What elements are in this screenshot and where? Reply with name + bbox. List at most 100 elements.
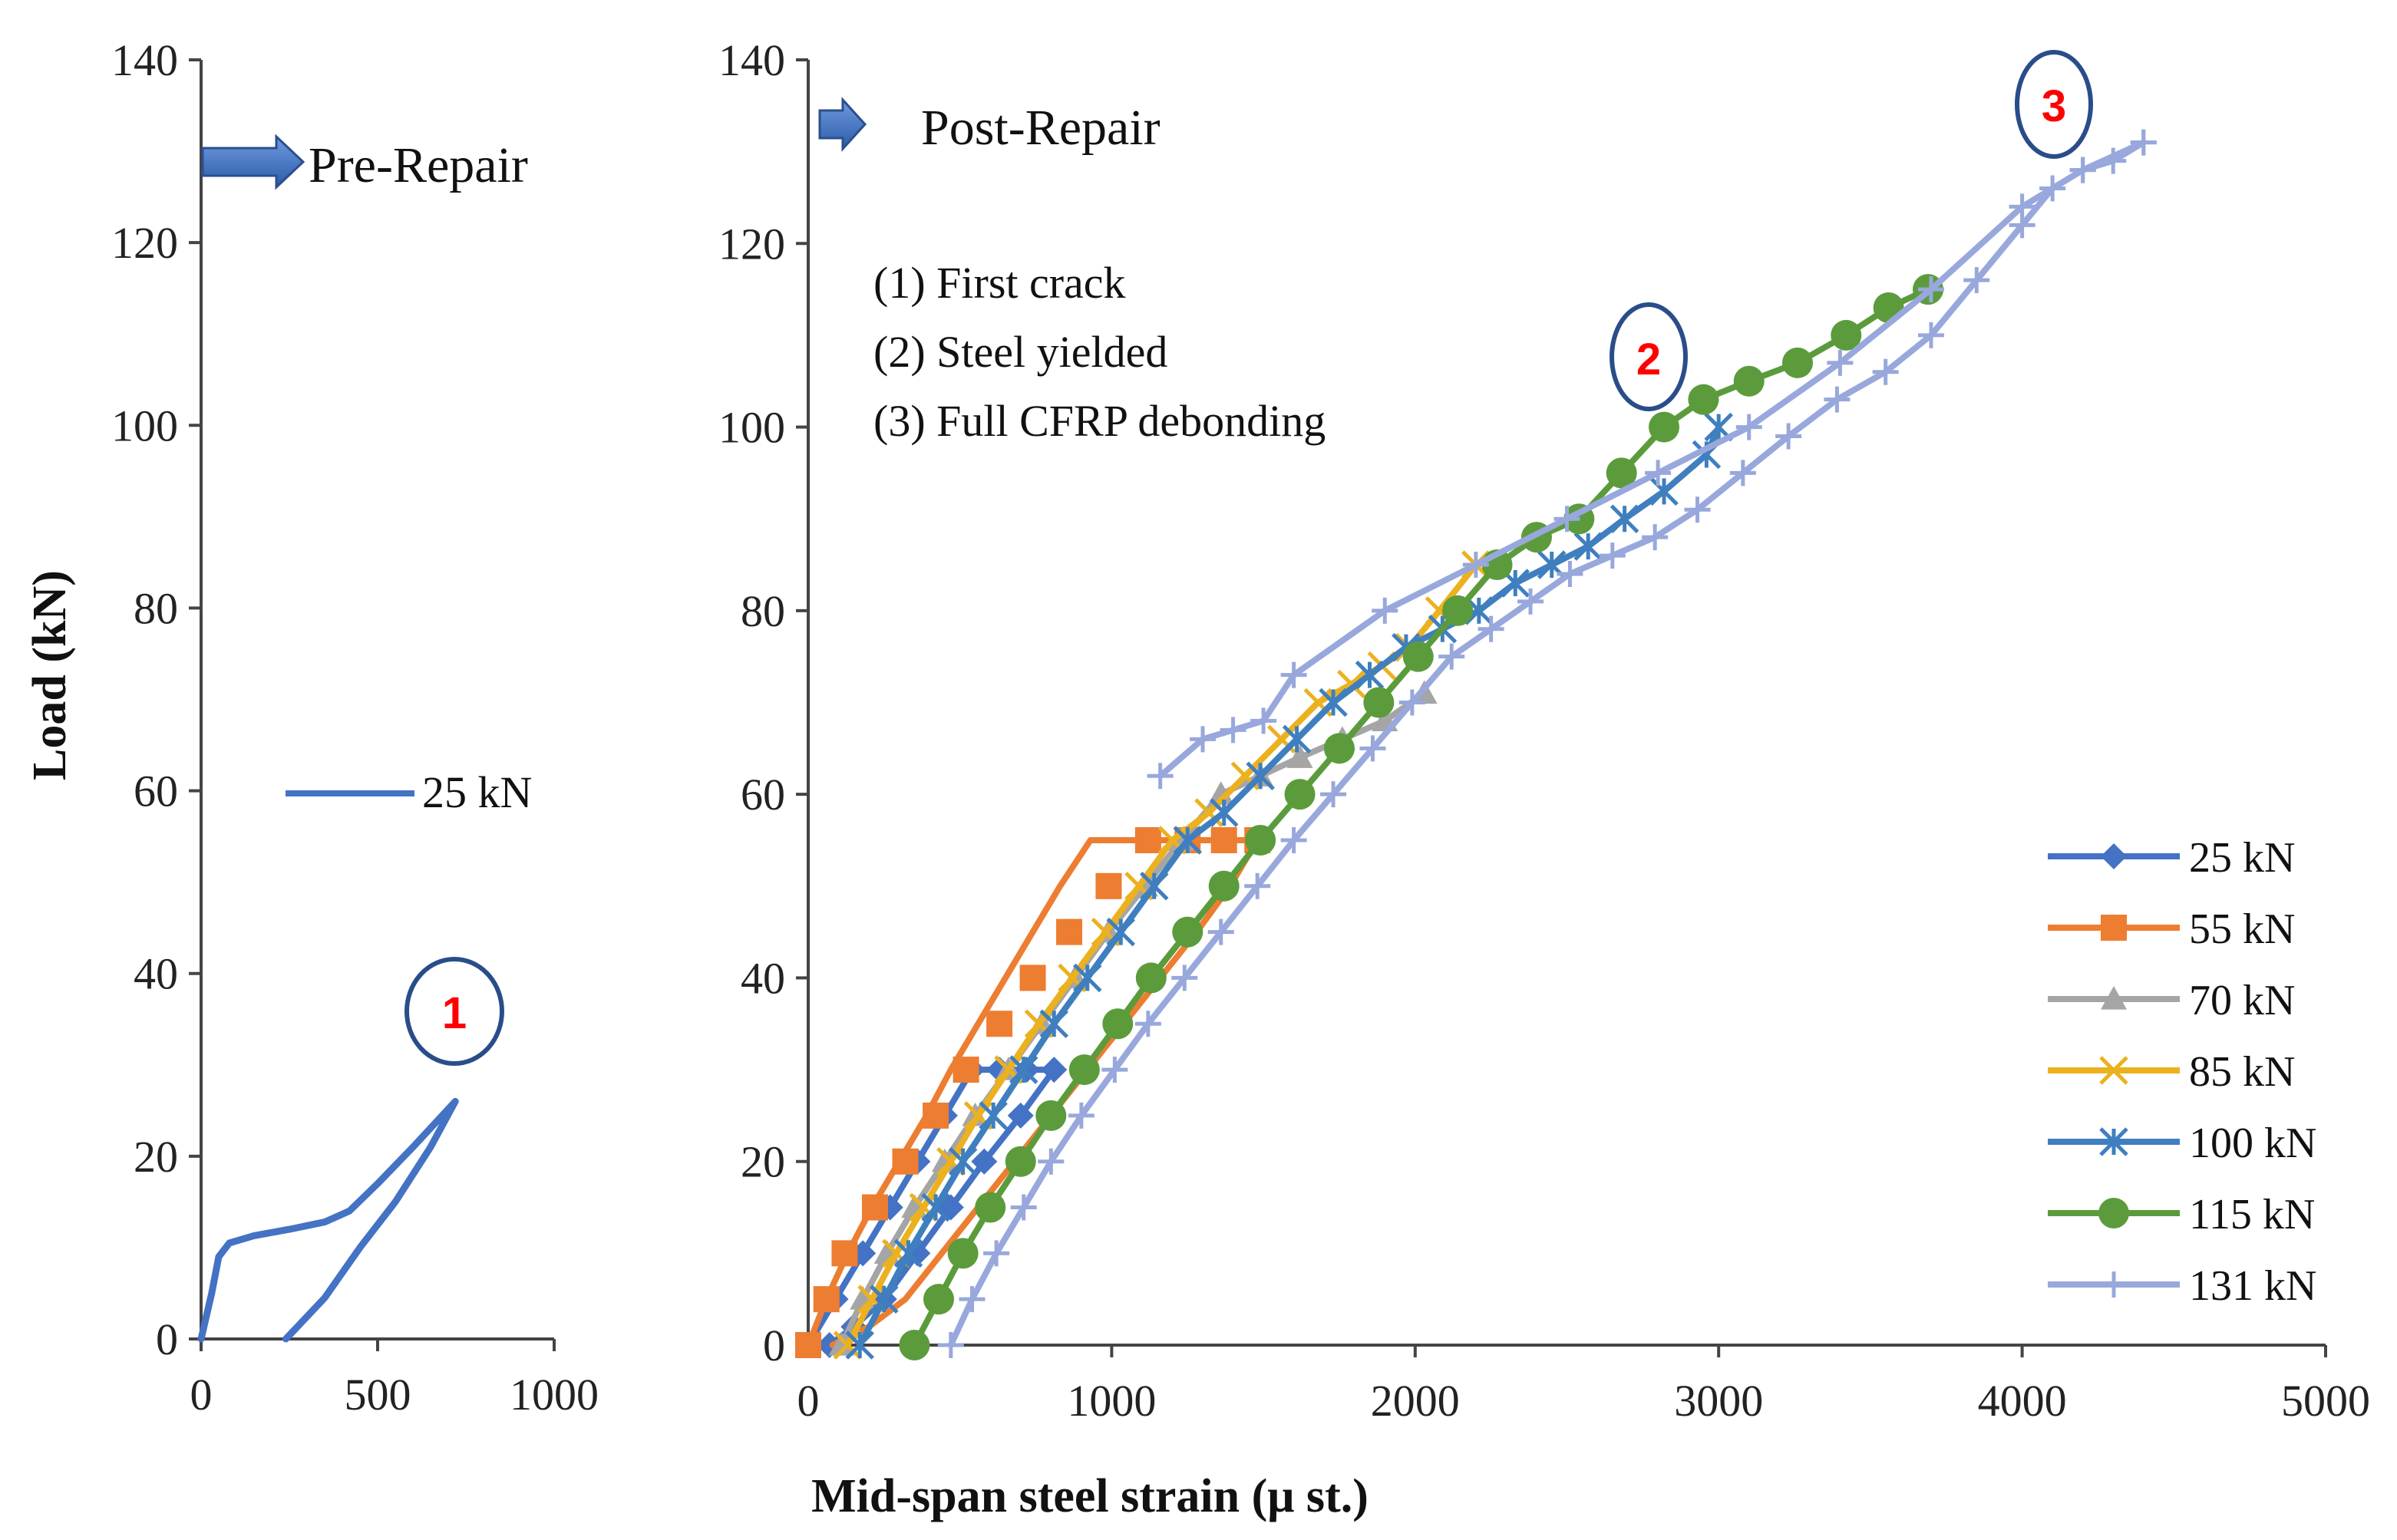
data-point-55kN (1210, 826, 1237, 853)
data-point-115kN (1284, 779, 1316, 810)
legend-label-100kN: 100 kN (2189, 1120, 2316, 1167)
pre-y-tick-label: 120 (111, 218, 178, 268)
pre-legend-label: 25 kN (422, 767, 532, 817)
data-point-25kN (1007, 1102, 1034, 1129)
data-point-131kN (1775, 423, 1802, 450)
data-point-115kN (947, 1238, 979, 1269)
pre-repair-panel: 0 20 40 60 80 100 120 140 0 500 1000 Pre-Repair 2… (24, 35, 599, 1420)
post-y-tick-label: 20 (741, 1137, 785, 1187)
data-point-131kN (1557, 561, 1583, 587)
pre-x-tick-label: 0 (190, 1370, 213, 1420)
data-point-131kN (1599, 542, 1626, 569)
pre-y-tick-label: 100 (111, 401, 178, 450)
pre-y-tick-label: 140 (111, 35, 178, 85)
post-repair-panel: 0 20 40 60 80 100 120 140 0 1000 2000 3000 4000 5000… (718, 35, 2370, 1522)
legend-marker-131kN (2101, 1271, 2127, 1298)
data-point-115kN (975, 1192, 1006, 1223)
data-point-131kN (1320, 781, 1347, 808)
data-point-115kN (1782, 347, 1814, 378)
legend-marker-115kN (2098, 1198, 2129, 1228)
legend-marker-100kN (2099, 1127, 2128, 1156)
data-point-131kN (1250, 707, 1277, 734)
legend-marker-85kN (2099, 1056, 2128, 1085)
data-point-131kN (1553, 506, 1580, 533)
data-point-131kN (1517, 588, 1544, 615)
data-point-100kN (1009, 1055, 1038, 1084)
x-axis-title: Mid-span steel strain (μ st.) (811, 1470, 1369, 1522)
pre-y-ticks: 0 20 40 60 80 100 120 140 (111, 35, 201, 1364)
data-point-100kN (948, 1146, 978, 1176)
data-point-131kN (1359, 735, 1386, 762)
pre-y-tick-label: 20 (134, 1132, 178, 1182)
data-point-100kN (1282, 724, 1312, 754)
data-point-115kN (1068, 1054, 1100, 1086)
data-point-115kN (1442, 595, 1474, 626)
data-point-131kN (2069, 157, 2096, 183)
data-point-100kN (1355, 660, 1385, 690)
post-y-tick-label: 40 (741, 953, 785, 1003)
post-y-tick-label: 140 (718, 35, 785, 85)
data-point-115kN (1363, 687, 1395, 718)
pre-y-tick-label: 0 (156, 1314, 178, 1364)
pre-series-line-25kN (197, 1097, 459, 1343)
data-point-100kN (921, 1192, 950, 1222)
data-point-131kN (1372, 597, 1398, 624)
data-point-131kN (1220, 717, 1246, 744)
data-point-100kN (1573, 532, 1603, 561)
series-115kN (899, 274, 1944, 1360)
data-point-131kN (1917, 322, 1944, 348)
pre-x-ticks: 0 500 1000 (190, 1339, 599, 1420)
data-point-55kN (986, 1011, 1013, 1037)
pre-repair-label: Pre-Repair (309, 137, 528, 193)
series-100kN (845, 412, 1733, 1360)
legend-label-55kN: 55 kN (2189, 905, 2295, 953)
data-point-131kN (1729, 460, 1756, 486)
pre-y-tick-label: 60 (134, 767, 178, 816)
data-point-55kN (861, 1194, 888, 1221)
annotation-3: 3 (2015, 50, 2093, 159)
annotation-2-label: 2 (1636, 335, 1661, 384)
data-point-131kN (1684, 496, 1711, 523)
data-point-131kN (1645, 460, 1672, 486)
post-y-tick-label: 0 (763, 1321, 785, 1370)
data-point-55kN (1134, 826, 1161, 853)
pre-x-tick-label: 1000 (510, 1370, 599, 1420)
pre-y-tick-label: 40 (134, 949, 178, 999)
data-point-100kN (1246, 761, 1275, 790)
annotation-1: 1 (404, 957, 504, 1066)
post-repair-arrow-icon (818, 97, 867, 152)
data-point-100kN (1039, 1009, 1069, 1039)
data-point-115kN (899, 1330, 930, 1360)
data-point-131kN (1010, 1194, 1037, 1221)
legend: 25 kN 55 kN 70 kN 85 kN 100 kN 115 kN 131 kN (2048, 834, 2316, 1310)
y-axis-title: Load (kN) (24, 570, 76, 780)
data-point-100kN (1319, 688, 1348, 717)
data-point-55kN (1095, 872, 1122, 899)
data-point-131kN (2039, 175, 2066, 202)
data-point-115kN (1402, 641, 1434, 672)
data-point-25kN (971, 1148, 998, 1175)
data-point-55kN (813, 1286, 840, 1313)
data-point-131kN (2100, 147, 2127, 174)
data-point-131kN (1147, 763, 1174, 790)
annotation-1-label: 1 (442, 988, 467, 1038)
pre-y-tick-label: 80 (134, 583, 178, 633)
data-point-55kN (953, 1057, 979, 1083)
data-point-100kN (1073, 963, 1102, 993)
data-point-100kN (1610, 504, 1639, 533)
post-x-tick-label: 4000 (1978, 1376, 2067, 1426)
data-point-115kN (1035, 1100, 1067, 1131)
data-point-131kN (2130, 129, 2157, 156)
data-point-115kN (1245, 824, 1276, 856)
data-point-115kN (1005, 1146, 1036, 1177)
data-point-131kN (1735, 414, 1762, 440)
legend-marker-25kN (2101, 843, 2127, 869)
series-return-line-131kN (1158, 140, 2145, 779)
post-y-ticks: 0 20 40 60 80 100 120 140 (718, 35, 808, 1370)
post-y-tick-label: 120 (718, 219, 785, 269)
data-point-131kN (1917, 276, 1944, 303)
data-point-131kN (1101, 1057, 1128, 1083)
annotation-3-label: 3 (2042, 81, 2066, 131)
data-point-100kN (1106, 917, 1136, 947)
post-x-tick-label: 5000 (2281, 1376, 2370, 1426)
